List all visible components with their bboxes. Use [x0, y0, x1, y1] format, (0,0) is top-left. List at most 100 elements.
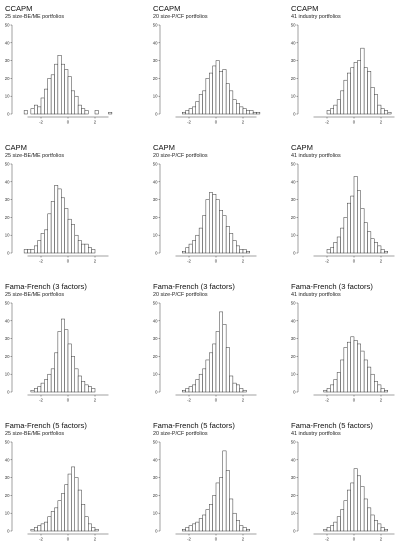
- histogram-bar: [50, 511, 55, 532]
- histogram-bar: [30, 108, 35, 115]
- histogram-bar: [377, 104, 382, 115]
- panel-subtitle: 25 size-BE/ME portfolios: [5, 14, 64, 20]
- x-tick-label: -2: [187, 398, 191, 403]
- histogram-bar: [30, 249, 35, 254]
- histogram-bar: [215, 482, 220, 532]
- x-tick-label: -2: [39, 120, 43, 125]
- histogram-panel: Fama-French (3 factors)41 industry portf…: [291, 282, 395, 403]
- histogram-bar: [188, 243, 193, 254]
- histogram-bar: [188, 386, 193, 393]
- histogram-bar: [67, 76, 72, 115]
- histogram-bar: [242, 108, 247, 115]
- histogram-bar: [61, 493, 65, 532]
- histogram-bar: [229, 498, 234, 532]
- y-tick-label: 30: [153, 475, 158, 480]
- histogram-bar: [47, 213, 52, 254]
- histogram-bar: [188, 525, 193, 532]
- y-tick-label: 20: [291, 215, 296, 220]
- histogram-bar: [212, 495, 217, 532]
- x-tick-label: 0: [353, 120, 356, 125]
- histogram-bar: [54, 507, 59, 532]
- histogram-bar: [225, 470, 230, 532]
- histogram-bar: [64, 329, 69, 393]
- histogram-bar: [360, 47, 365, 115]
- histogram-bar: [232, 382, 237, 393]
- histogram-bar: [185, 527, 190, 532]
- histogram-bar: [64, 69, 69, 115]
- histogram-bar: [353, 468, 358, 532]
- x-tick-label: -2: [187, 120, 191, 125]
- histogram-bar: [212, 343, 217, 393]
- histogram-bar: [77, 240, 82, 254]
- histogram-bar: [185, 110, 190, 115]
- histogram-bar: [61, 318, 65, 393]
- y-tick-label: 10: [5, 94, 10, 99]
- x-tick-label: 2: [94, 259, 97, 264]
- x-tick-label: 0: [215, 120, 218, 125]
- histogram-bar: [54, 185, 59, 254]
- y-tick-label: 40: [291, 318, 296, 323]
- histogram-bar: [222, 450, 227, 532]
- x-tick-label: 2: [94, 120, 97, 125]
- y-tick-label: 0: [293, 529, 296, 534]
- x-tick-label: 2: [380, 398, 383, 403]
- histogram-bar: [54, 352, 59, 393]
- y-tick-label: 40: [291, 457, 296, 462]
- histogram-bar: [34, 527, 38, 532]
- panel-subtitle: 41 industry portfolios: [291, 292, 341, 298]
- histogram-bar: [209, 72, 213, 115]
- histogram-bar: [185, 247, 190, 254]
- histogram-bar: [44, 88, 48, 115]
- histogram-bar: [212, 65, 217, 115]
- histogram-bar: [232, 512, 237, 532]
- panel-subtitle: 41 industry portfolios: [291, 153, 341, 159]
- histogram-bar: [357, 190, 361, 254]
- histogram-bar: [64, 208, 69, 254]
- histogram-bar: [71, 356, 75, 393]
- y-tick-label: 0: [155, 529, 158, 534]
- histogram-bar: [91, 249, 96, 254]
- y-tick-label: 10: [5, 511, 10, 516]
- histogram-bar: [198, 373, 203, 393]
- histogram-bar: [88, 523, 92, 532]
- y-tick-label: 20: [153, 354, 158, 359]
- histogram-bar: [360, 486, 365, 532]
- histogram-bar: [195, 521, 200, 532]
- y-tick-label: 50: [5, 23, 10, 28]
- y-tick-label: 50: [291, 440, 296, 445]
- panel-subtitle: 41 industry portfolios: [291, 14, 341, 20]
- histogram-bar: [363, 359, 368, 393]
- x-tick-label: 2: [94, 537, 97, 542]
- y-tick-label: 20: [291, 76, 296, 81]
- histogram-bar: [236, 520, 240, 532]
- panel-title: CCAPM: [5, 4, 32, 13]
- histogram-bar: [323, 528, 328, 532]
- histogram-bar: [198, 227, 203, 254]
- histogram-bar: [353, 340, 358, 393]
- histogram-bar: [67, 473, 72, 532]
- histogram-bar: [242, 527, 247, 532]
- histogram-bar: [202, 368, 207, 393]
- histogram-bar: [57, 331, 62, 393]
- x-tick-label: 0: [353, 398, 356, 403]
- histogram-bar: [330, 108, 334, 115]
- histogram-bar: [384, 250, 388, 254]
- panel-title: CAPM: [291, 143, 313, 152]
- histogram-bar: [232, 240, 237, 254]
- y-tick-label: 30: [5, 336, 10, 341]
- histogram-bar: [353, 62, 358, 115]
- histogram-bar: [195, 234, 200, 254]
- histogram-bar: [67, 218, 72, 254]
- x-tick-label: -2: [325, 537, 329, 542]
- histogram-bar: [236, 384, 240, 393]
- histogram-bar: [67, 343, 72, 393]
- histogram-bar: [182, 111, 186, 115]
- histogram-bar: [202, 90, 207, 115]
- y-tick-label: 0: [155, 251, 158, 256]
- histogram-bar: [195, 379, 200, 393]
- y-tick-label: 40: [5, 179, 10, 184]
- histogram-bar: [229, 233, 234, 254]
